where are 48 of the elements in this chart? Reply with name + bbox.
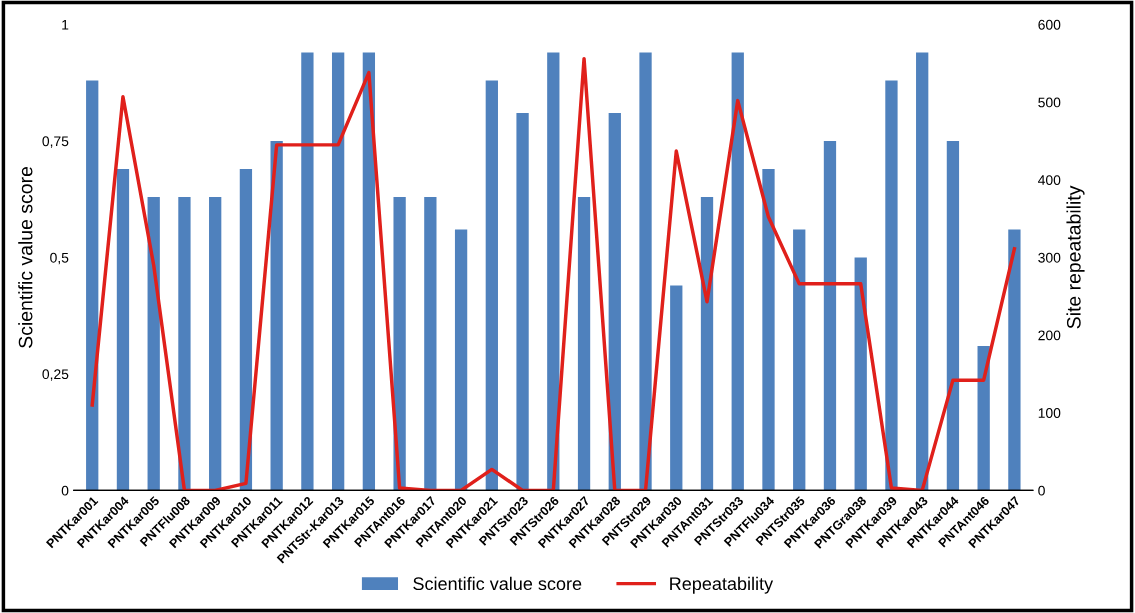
bar	[700, 196, 714, 491]
y2-axis-title: Site repeatability	[1066, 185, 1085, 329]
legend-label: Scientific value score	[413, 576, 582, 591]
legend-label: Repeatability	[670, 576, 774, 594]
bar	[639, 52, 652, 491]
bar	[239, 168, 253, 491]
bar	[424, 196, 437, 491]
y-tick-label: 0,5	[50, 252, 69, 265]
bar	[731, 52, 744, 491]
y-tick-label: 0,75	[42, 136, 69, 148]
y2-tick-label: 100	[1038, 408, 1061, 418]
y2-tick-label: 600	[1038, 19, 1061, 30]
bar	[270, 140, 283, 491]
y2-tick-label: 400	[1038, 175, 1061, 185]
bar	[331, 52, 345, 491]
bar	[577, 196, 591, 491]
bar	[916, 52, 929, 491]
bar	[608, 113, 621, 491]
y-axis-title: Scientific value score	[18, 167, 33, 348]
bar	[977, 345, 990, 491]
bar	[516, 113, 529, 491]
bar	[485, 80, 498, 491]
bar	[793, 229, 806, 491]
bar	[885, 80, 898, 491]
bar	[393, 196, 406, 491]
y-tick-label: 1	[62, 20, 69, 30]
bar	[209, 196, 222, 491]
bar	[854, 257, 867, 491]
y2-tick-label: 0	[1038, 485, 1045, 496]
bar	[670, 285, 683, 491]
y-tick-label: 0	[61, 485, 69, 496]
bar	[454, 229, 468, 491]
y2-tick-label: 500	[1038, 97, 1061, 108]
y2-tick-label: 300	[1038, 252, 1061, 263]
bar	[301, 52, 314, 491]
bar	[1008, 229, 1021, 491]
line-series	[90, 56, 1017, 491]
bar	[86, 80, 99, 491]
bar	[762, 168, 775, 491]
bar	[362, 52, 376, 491]
bar	[178, 196, 191, 491]
bar	[946, 140, 960, 491]
bar	[116, 168, 130, 491]
bar	[547, 52, 560, 491]
bar	[147, 196, 160, 491]
y2-tick-label: 200	[1038, 330, 1061, 341]
bar	[823, 140, 837, 491]
y-tick-label: 0,25	[42, 369, 69, 381]
